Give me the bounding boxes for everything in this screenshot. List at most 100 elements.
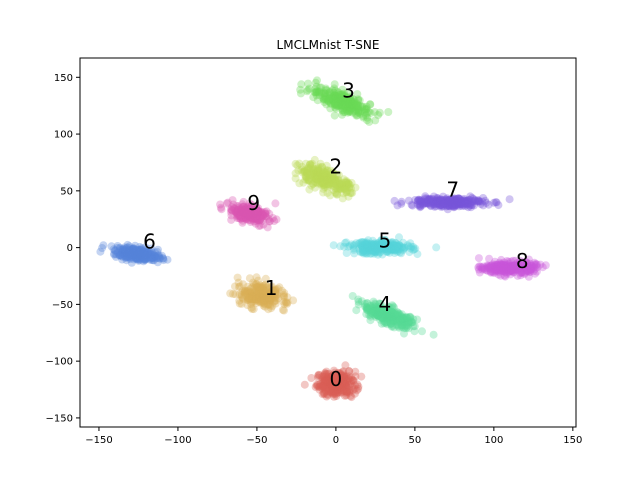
scatter-point xyxy=(440,200,449,209)
scatter-point xyxy=(257,284,266,293)
scatter-point xyxy=(265,209,274,218)
scatter-point xyxy=(266,292,275,301)
scatter-point xyxy=(367,306,376,315)
scatter-point xyxy=(151,254,160,263)
scatter-point xyxy=(528,263,537,272)
scatter-point xyxy=(299,178,308,187)
scatter-point xyxy=(260,299,269,308)
scatter-point xyxy=(503,264,512,273)
scatter-point xyxy=(364,107,373,116)
scatter-point xyxy=(243,209,252,218)
scatter-point xyxy=(457,200,466,209)
scatter-point xyxy=(520,270,529,278)
scatter-point xyxy=(330,91,339,100)
scatter-point xyxy=(257,292,266,301)
scatter-point xyxy=(343,387,352,396)
scatter-point xyxy=(371,248,380,257)
scatter-point xyxy=(133,250,142,259)
scatter-point xyxy=(267,289,276,298)
scatter-point xyxy=(331,387,340,396)
scatter-point xyxy=(513,271,522,280)
scatter-point xyxy=(454,194,463,203)
scatter-point xyxy=(323,174,332,183)
scatter-point xyxy=(251,219,260,228)
scatter-point xyxy=(340,242,348,251)
scatter-point xyxy=(134,249,143,257)
scatter-point xyxy=(406,244,415,253)
scatter-point xyxy=(360,241,369,250)
scatter-point xyxy=(376,306,385,315)
scatter-point xyxy=(329,390,338,399)
scatter-point xyxy=(309,170,318,179)
scatter-point xyxy=(305,185,314,194)
scatter-point xyxy=(323,176,331,185)
scatter-point xyxy=(320,389,329,398)
scatter-point xyxy=(254,207,263,216)
scatter-point xyxy=(129,251,138,260)
scatter-point xyxy=(364,242,372,251)
scatter-point xyxy=(334,171,343,180)
scatter-point xyxy=(231,207,240,216)
scatter-point xyxy=(322,367,331,376)
scatter-point xyxy=(383,310,392,319)
scatter-point xyxy=(443,205,452,214)
scatter-point xyxy=(143,247,152,256)
scatter-point xyxy=(498,266,507,275)
scatter-point xyxy=(378,240,387,249)
scatter-point xyxy=(130,250,139,259)
scatter-point xyxy=(245,211,254,220)
scatter-point xyxy=(449,200,458,209)
scatter-point xyxy=(320,388,329,397)
scatter-point xyxy=(380,311,389,320)
scatter-point xyxy=(369,305,378,314)
scatter-point xyxy=(386,238,395,247)
scatter-point xyxy=(488,260,497,269)
scatter-point xyxy=(322,100,331,109)
scatter-point xyxy=(454,199,463,208)
scatter-point xyxy=(469,194,478,203)
scatter-point xyxy=(371,311,380,320)
scatter-point xyxy=(126,255,134,264)
scatter-point xyxy=(406,239,415,248)
scatter-point xyxy=(135,252,144,261)
scatter-point xyxy=(435,201,444,210)
scatter-point xyxy=(398,318,407,327)
scatter-point xyxy=(404,196,413,205)
scatter-point xyxy=(395,241,404,250)
scatter-point xyxy=(433,197,442,206)
scatter-point xyxy=(245,209,254,217)
scatter-point xyxy=(303,175,312,184)
scatter-point xyxy=(307,374,316,382)
scatter-point xyxy=(336,93,345,102)
scatter-point xyxy=(349,386,357,395)
scatter-point xyxy=(375,241,384,250)
scatter-point xyxy=(226,205,235,214)
scatter-point xyxy=(141,256,150,265)
cluster-6-points xyxy=(96,240,172,267)
scatter-point xyxy=(357,241,366,250)
scatter-point xyxy=(244,212,253,221)
scatter-point xyxy=(365,239,373,248)
scatter-point xyxy=(134,256,143,265)
scatter-point xyxy=(379,240,388,249)
scatter-point xyxy=(484,200,493,209)
scatter-point xyxy=(329,370,338,379)
scatter-point xyxy=(390,241,399,250)
scatter-point xyxy=(337,379,346,388)
scatter-point xyxy=(345,386,354,394)
scatter-point xyxy=(247,213,256,222)
scatter-point xyxy=(326,93,335,102)
scatter-point xyxy=(259,211,268,220)
scatter-point xyxy=(339,108,348,117)
scatter-point xyxy=(329,383,338,392)
cluster-label-5: 5 xyxy=(379,228,392,252)
scatter-point xyxy=(354,106,363,114)
scatter-point xyxy=(343,101,352,110)
scatter-point xyxy=(338,110,347,119)
scatter-point xyxy=(141,255,150,264)
scatter-point xyxy=(372,244,381,253)
scatter-point xyxy=(327,388,336,397)
scatter-point xyxy=(251,206,260,215)
scatter-point xyxy=(507,261,516,270)
scatter-point xyxy=(365,243,374,252)
